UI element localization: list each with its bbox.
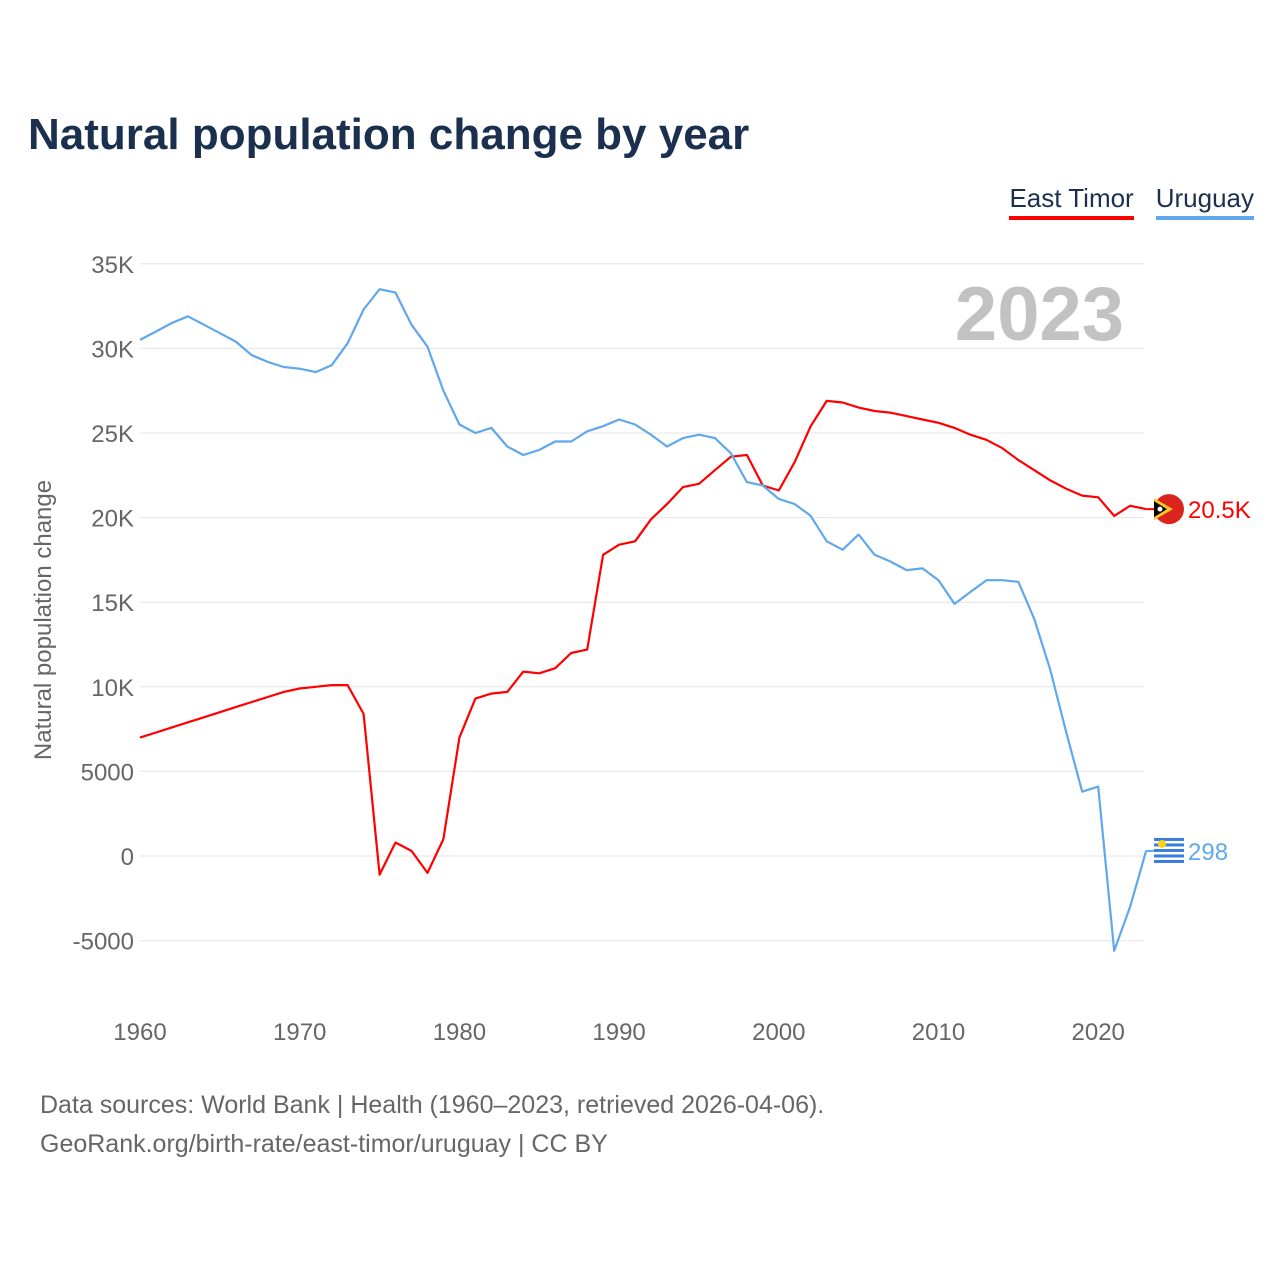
footer-sources: Data sources: World Bank | Health (1960–… [40, 1091, 825, 1119]
y-tick-label: 20K [91, 506, 134, 533]
flag-stripe [1154, 848, 1184, 852]
legend-east-timor[interactable]: East Timor [1009, 183, 1134, 220]
x-tick-label: 1960 [113, 1019, 166, 1046]
x-tick-label: 1990 [592, 1019, 645, 1046]
end-value-label: 20.5K [1188, 497, 1251, 524]
x-tick-label: 2020 [1072, 1019, 1125, 1046]
chart-title: Natural population change by year [28, 110, 750, 159]
x-tick-label: 2010 [912, 1019, 965, 1046]
flag-star [1157, 506, 1163, 512]
x-tick-label: 2000 [752, 1019, 805, 1046]
y-tick-label: 30K [91, 336, 134, 363]
flag-stripe [1154, 859, 1184, 863]
flag-stripe [1154, 837, 1184, 841]
y-tick-label: 0 [121, 844, 134, 871]
series-line-uruguay [139, 288, 1148, 952]
y-tick-label: -5000 [73, 929, 134, 956]
flag-stripe [1154, 854, 1184, 858]
y-tick-label: 35K [91, 252, 134, 279]
x-tick-label: 1970 [273, 1019, 326, 1046]
y-tick-label: 25K [91, 421, 134, 448]
year-watermark: 2023 [955, 272, 1124, 357]
y-tick-label: 15K [91, 590, 134, 617]
footer: Data sources: World Bank | Health (1960–… [40, 1086, 824, 1164]
y-tick-label: 5000 [81, 759, 134, 786]
flag-stripe [1154, 843, 1184, 847]
y-tick-label: 10K [91, 675, 134, 702]
series-line-east-timor [139, 399, 1147, 876]
legend-uruguay[interactable]: Uruguay [1155, 183, 1254, 220]
y-axis-label: Natural population change [30, 480, 57, 760]
footer-link[interactable]: GeoRank.org/birth-rate/east-timor/urugua… [40, 1130, 608, 1158]
legend: East Timor Uruguay [1009, 183, 1254, 220]
uruguay-flag-sun-icon [1158, 839, 1166, 848]
end-value-label: 298 [1188, 839, 1228, 866]
x-tick-label: 1980 [433, 1019, 486, 1046]
